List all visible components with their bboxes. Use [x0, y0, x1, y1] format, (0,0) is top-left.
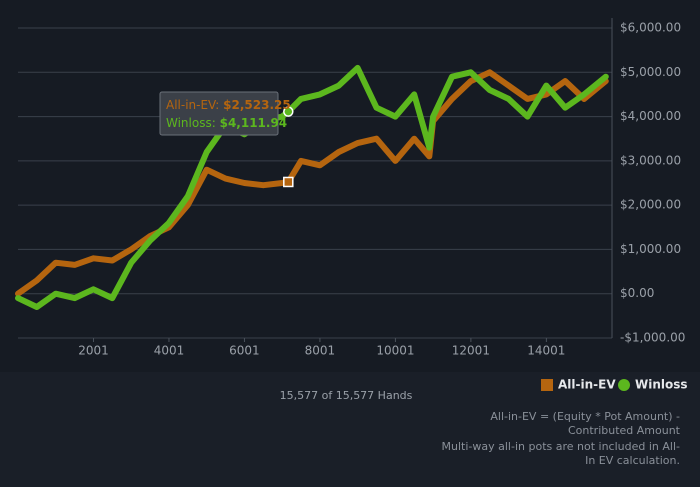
- note: Multi-way all-in pots are not included i…: [441, 440, 680, 467]
- x-tick-label: 12001: [452, 344, 490, 358]
- x-tick-label: 8001: [305, 344, 336, 358]
- y-tick-label: $5,000.00: [620, 65, 681, 79]
- x-tick-label: 6001: [229, 344, 260, 358]
- tooltip-label: All-in-EV:: [166, 98, 219, 112]
- legend-label: All-in-EV: [558, 378, 616, 392]
- tooltip-line: All-in-EV: $2,523.25: [166, 98, 291, 112]
- tooltip-box: [159, 91, 279, 136]
- chart-background: [0, 0, 700, 372]
- tooltip-value: $4,111.94: [220, 116, 288, 130]
- y-tick-label: $2,000.00: [620, 198, 681, 212]
- y-tick-label: $4,000.00: [620, 109, 681, 123]
- tooltip-line: Winloss: $4,111.94: [166, 116, 287, 130]
- legend-marker: [541, 379, 553, 391]
- hover-marker: [283, 176, 294, 188]
- x-tick-label: 14001: [527, 344, 565, 358]
- note: All-in-EV = (Equity * Pot Amount) - Cont…: [490, 410, 680, 437]
- y-tick-label: $0.00: [620, 286, 654, 300]
- y-tick-label: $6,000.00: [620, 21, 681, 35]
- x-tick-label: 4001: [154, 344, 185, 358]
- series-line: [15, 64, 609, 310]
- legend-label: Winloss: [635, 378, 688, 392]
- hover-marker: [283, 106, 294, 117]
- y-tick-label: -$1,000.00: [620, 331, 685, 345]
- x-tick-label: 2001: [78, 344, 109, 358]
- tooltip: All-in-EV: $2,523.25 Winloss: $4,111.94: [159, 91, 291, 136]
- tooltip-value: $2,523.25: [223, 98, 291, 112]
- y-tick-label: $1,000.00: [620, 242, 681, 256]
- series-line: [15, 69, 609, 297]
- y-tick-label: $3,000.00: [620, 153, 681, 167]
- caption: 15,577 of 15,577 Hands: [280, 389, 413, 402]
- legend-marker: [618, 379, 630, 391]
- x-tick-label: 10001: [376, 344, 414, 358]
- tooltip-label: Winloss:: [166, 116, 216, 130]
